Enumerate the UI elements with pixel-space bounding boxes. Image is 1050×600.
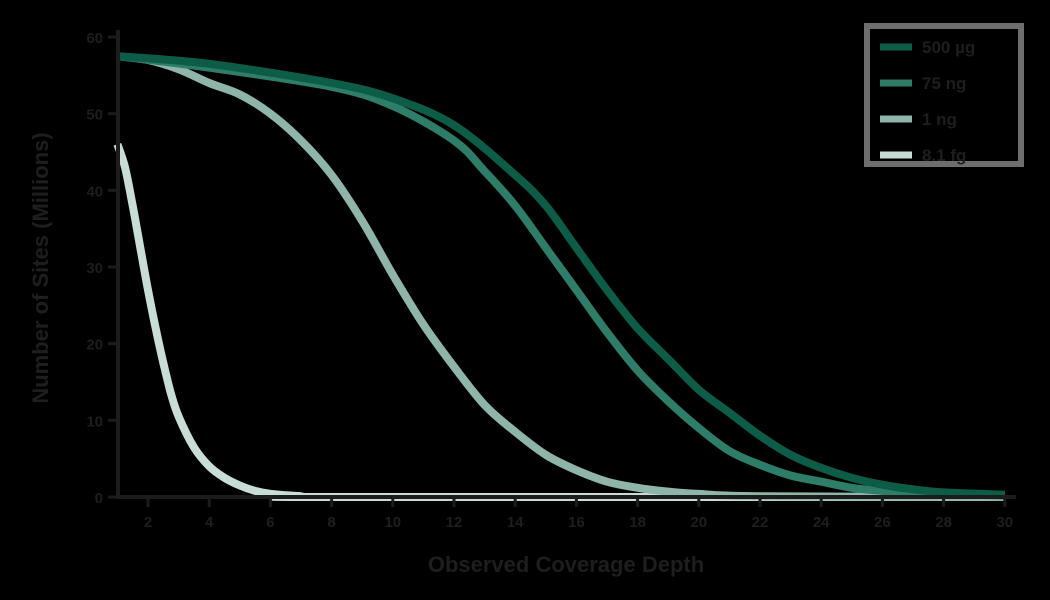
legend-label: 8.1 fg — [922, 146, 966, 165]
x-axis-title: Observed Coverage Depth — [428, 552, 704, 577]
x-tick-label: 4 — [205, 514, 214, 531]
legend-label: 75 ng — [922, 74, 966, 93]
y-tick-label: 50 — [86, 107, 103, 124]
legend: 500 µg 75 ng 1 ng 8.1 fg — [864, 23, 1024, 167]
x-tick-label: 8 — [327, 514, 335, 531]
legend-items: 500 µg 75 ng 1 ng 8.1 fg — [880, 38, 975, 165]
x-tick-label: 10 — [384, 514, 401, 531]
x-tick-label: 2 — [144, 514, 152, 531]
series-line-8-1-fg — [113, 142, 1005, 502]
y-tick-label: 30 — [86, 260, 103, 277]
y-tick-label: 40 — [86, 183, 103, 200]
series-line-75-ng — [116, 52, 1005, 500]
x-ticks: 2 4 6 8 10 12 14 16 18 20 22 24 26 28 30 — [144, 497, 1013, 531]
x-tick-label: 14 — [507, 514, 524, 531]
y-tick-label: 0 — [95, 490, 103, 507]
x-tick-label: 28 — [935, 514, 952, 531]
y-ticks: 0 10 20 30 40 50 60 — [86, 30, 118, 507]
x-tick-label: 16 — [568, 514, 585, 531]
x-tick-label: 26 — [874, 514, 891, 531]
legend-label: 500 µg — [922, 38, 975, 57]
x-tick-label: 22 — [752, 514, 769, 531]
y-axis-title: Number of Sites (Millions) — [28, 132, 53, 403]
x-tick-label: 24 — [813, 514, 830, 531]
y-tick-label: 60 — [86, 30, 103, 47]
y-tick-label: 10 — [86, 413, 103, 430]
x-tick-label: 6 — [266, 514, 274, 531]
series-line-1-ng — [116, 52, 1005, 501]
x-tick-label: 18 — [629, 514, 646, 531]
series-line-500-g — [117, 52, 1005, 499]
x-tick-label: 12 — [446, 514, 463, 531]
legend-label: 1 ng — [922, 110, 957, 129]
x-tick-label: 30 — [996, 514, 1013, 531]
x-tick-label: 20 — [690, 514, 707, 531]
y-tick-label: 20 — [86, 337, 103, 354]
